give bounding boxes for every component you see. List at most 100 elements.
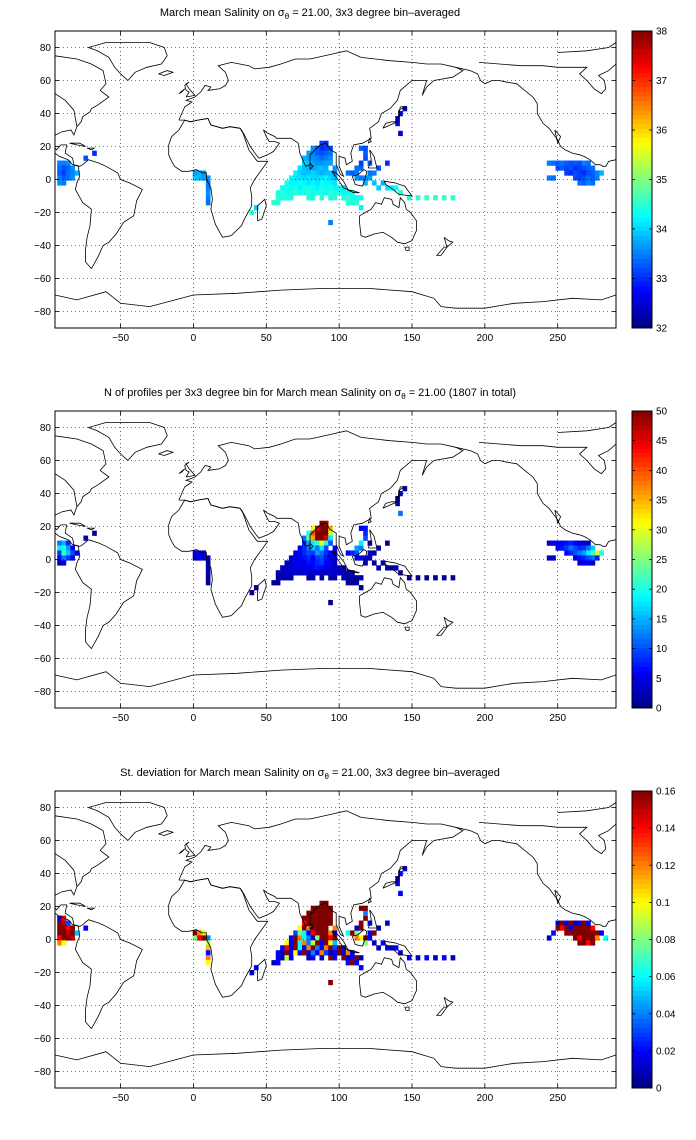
colorbar-segment [632, 568, 652, 574]
colorbar-segment [632, 1064, 652, 1070]
colorbar-segment [632, 643, 652, 649]
bin-cell [205, 575, 211, 581]
coastline [158, 450, 175, 456]
colorbar-segment [632, 800, 652, 806]
coastline [257, 578, 267, 602]
bin-cell [301, 560, 307, 566]
colorbar-segment [632, 290, 652, 296]
bin-cell [577, 180, 583, 186]
colorbar-segment [632, 160, 652, 166]
bin-cell [328, 930, 333, 936]
bin-cell [345, 195, 351, 201]
bin-cell [328, 150, 333, 156]
bin-cell [559, 925, 565, 931]
bin-cell [253, 205, 259, 211]
bin-cell [577, 940, 583, 946]
bin-cell [275, 575, 281, 581]
bin-cell [306, 575, 312, 581]
bin-cell [288, 185, 294, 191]
bin-cell [358, 925, 364, 931]
bin-cell [328, 175, 333, 181]
bin-cell [590, 175, 596, 181]
coastline [382, 866, 407, 889]
bin-cell [350, 950, 355, 956]
bin-cell [280, 575, 285, 581]
bin-cell [61, 550, 67, 556]
colorbar-segment [632, 225, 652, 231]
bin-cell [319, 165, 325, 171]
x-tick-label: 100 [331, 1093, 348, 1104]
bin-cell [332, 550, 338, 556]
y-tick-label: 60 [40, 836, 52, 847]
bin-cell [393, 945, 399, 951]
bin-cell [315, 950, 320, 956]
colorbar-segment [632, 698, 652, 704]
bin-cell [371, 180, 377, 186]
colorbar-segment [632, 920, 652, 926]
x-tick-label: 100 [331, 713, 348, 724]
bin-cell [389, 945, 395, 951]
bin-cell [315, 935, 320, 941]
colorbar-tick-label: 50 [656, 407, 668, 418]
coastline [55, 93, 143, 270]
bin-cell [332, 180, 338, 186]
colorbar-segment [632, 1069, 652, 1075]
colorbar-segment [632, 953, 652, 959]
colorbar-segment [632, 267, 652, 273]
bin-cell [319, 945, 325, 951]
colorbar-segment [632, 656, 652, 662]
bin-cell [328, 185, 333, 191]
bin-cell [577, 170, 583, 176]
bin-cell [306, 925, 312, 931]
y-tick-label: −40 [34, 621, 51, 632]
bin-cell [376, 185, 381, 191]
bin-cell [564, 540, 569, 546]
bin-cell [310, 925, 316, 931]
bin-cell [332, 575, 338, 581]
colorbar-segment [632, 1027, 652, 1033]
bin-cell [546, 555, 552, 561]
bin-cell [301, 565, 307, 571]
bin-cell [275, 190, 281, 196]
colorbar-segment [632, 587, 652, 593]
bin-cell [395, 500, 400, 507]
bin-cell [358, 935, 364, 941]
y-tick-label: 60 [40, 456, 52, 467]
colorbar-segment [632, 230, 652, 236]
colorbar-segment [632, 995, 652, 1001]
bin-cell [83, 155, 89, 161]
bin-cell [581, 935, 587, 941]
bin-cell [284, 955, 290, 961]
colorbar-segment [632, 499, 652, 505]
y-tick-label: 0 [45, 175, 51, 186]
salinity-map-chart: −50 0 50 100 150 200 250 −80 −60 −40 −20 0 20 40 60 80 3… [34, 27, 668, 345]
coastline [309, 541, 314, 550]
bin-cell [323, 545, 329, 551]
bin-cell [319, 155, 325, 161]
bin-cell [319, 570, 325, 576]
bin-cell [328, 570, 333, 576]
bin-cell [568, 160, 574, 166]
bin-cell [306, 195, 312, 201]
colorbar-segment [632, 694, 652, 700]
bin-cell [293, 935, 298, 941]
colorbar-segment [632, 1074, 652, 1080]
bin-cell [345, 580, 351, 586]
bin-cell [573, 935, 578, 941]
bin-cell [363, 910, 368, 916]
bin-cell [332, 175, 338, 181]
bin-cell [577, 545, 583, 551]
bin-cell [319, 545, 325, 551]
bin-cell [284, 560, 290, 566]
bin-cell [65, 540, 71, 546]
bin-cell [385, 920, 390, 926]
bin-cell [354, 935, 360, 941]
bin-cell [288, 935, 294, 941]
bin-cell [61, 160, 67, 166]
bin-cell [398, 890, 403, 897]
bin-cell [328, 560, 333, 566]
colorbar-segment [632, 86, 652, 92]
bin-cell [323, 150, 329, 156]
bin-cell [577, 175, 583, 181]
bin-cell [577, 165, 583, 171]
